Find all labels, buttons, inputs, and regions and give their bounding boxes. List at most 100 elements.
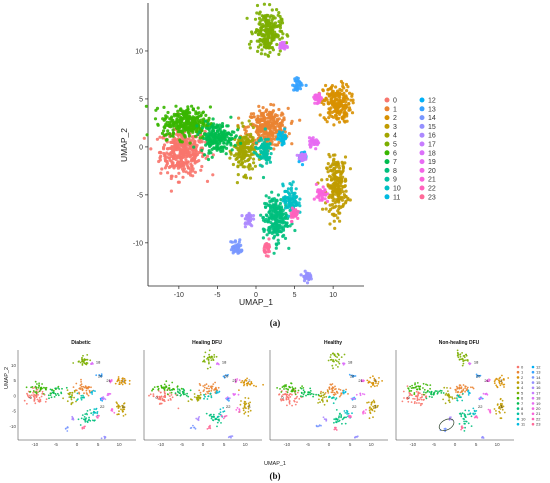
cluster-0-point: [171, 150, 175, 154]
cluster-13-point: [304, 83, 308, 87]
cluster-8-point: [268, 203, 272, 207]
cluster-2-point: [338, 102, 342, 106]
cluster-5-point: [245, 16, 249, 20]
cluster-19-point: [307, 136, 312, 140]
facet-point: [335, 417, 337, 420]
facet-point: [118, 413, 120, 416]
cluster-0-point: [158, 135, 162, 139]
facet-point: [57, 394, 60, 397]
cluster-14-point: [236, 242, 240, 247]
legend-label-19: 19: [428, 159, 436, 166]
cluster-6-point: [187, 122, 191, 126]
facet-point: [92, 389, 95, 392]
cluster-7-point: [207, 128, 211, 132]
facet-point: [285, 387, 288, 390]
cluster-8-point: [259, 213, 263, 217]
facet-point: [65, 386, 68, 389]
cluster-1-point: [282, 116, 286, 120]
legend-label-2: 2: [393, 115, 397, 122]
facet-point: [128, 383, 131, 385]
facet-point: [87, 394, 90, 397]
facet-x-tick-label: 5: [223, 442, 226, 447]
cluster-5-point: [257, 32, 262, 36]
facet-point: [246, 384, 249, 387]
facet-y-tick-label: 5: [13, 378, 16, 383]
facet-point: [465, 389, 468, 392]
cluster-7-point: [200, 148, 204, 152]
facet-point: [41, 387, 43, 390]
facet-point: [294, 403, 297, 406]
cluster-14-point: [233, 248, 237, 252]
facet-point: [83, 425, 85, 428]
facet-point: [356, 435, 359, 438]
cluster-6-point: [178, 140, 183, 144]
cluster-5-point: [257, 16, 262, 20]
facet-point: [117, 404, 120, 407]
cluster-1-point: [253, 138, 257, 142]
cluster-8-point: [261, 227, 265, 231]
facet-point: [315, 424, 318, 427]
facet-point: [184, 393, 186, 396]
cluster-4-point: [241, 165, 245, 169]
facet-point: [332, 359, 335, 361]
facet-point: [455, 391, 457, 393]
cluster-6-point: [197, 111, 201, 115]
facet-point: [70, 398, 73, 401]
cluster-label: 20: [224, 373, 229, 378]
cluster-5-point: [280, 21, 285, 25]
cluster-4-point: [243, 159, 247, 163]
legend-label-17: 17: [428, 142, 436, 149]
facet-point: [475, 415, 478, 418]
cluster-7-point: [229, 143, 233, 147]
legend-label-9: 9: [393, 177, 397, 184]
cluster-2-point: [339, 109, 343, 113]
facet-point: [312, 395, 314, 398]
facet-point: [77, 398, 79, 400]
facet-point: [240, 400, 242, 402]
facet-point: [38, 390, 41, 393]
facet-point: [117, 378, 120, 381]
facet-point: [464, 390, 466, 393]
facet-point: [95, 374, 98, 377]
facet-point: [294, 397, 296, 400]
cluster-4-points: [228, 119, 262, 185]
cluster-0-point: [186, 171, 191, 175]
cluster-2-point: [348, 91, 352, 95]
cluster-2-point: [341, 98, 346, 102]
cluster-0-point: [155, 137, 159, 141]
facet-point: [312, 393, 315, 396]
facet-title: Healthy: [324, 340, 342, 346]
facet-point: [249, 409, 252, 412]
cluster-1-point: [258, 109, 262, 113]
facet-point: [342, 389, 345, 392]
cluster-6-point: [182, 113, 186, 117]
facet-point: [447, 390, 449, 392]
facet-point: [496, 386, 499, 389]
facet-point: [420, 396, 423, 399]
facet-point: [80, 385, 83, 388]
cluster-10-point: [288, 200, 292, 204]
facet-point: [365, 408, 367, 411]
cluster-2-point: [347, 102, 351, 106]
facet-point: [286, 404, 288, 407]
facet-point: [458, 396, 461, 399]
cluster-3-point: [339, 172, 343, 176]
facet-point: [38, 382, 40, 385]
facet-point: [377, 382, 379, 385]
cluster-7-point: [215, 143, 219, 147]
facet-point: [85, 363, 88, 366]
legend-label-20: 20: [428, 168, 436, 175]
facet-point: [442, 398, 444, 401]
legend-key-13: [419, 106, 425, 112]
cluster-2-point: [321, 88, 325, 92]
facet-point: [224, 415, 227, 418]
facet-point: [378, 377, 380, 379]
cluster-5-point: [269, 36, 273, 40]
cluster-7-point: [224, 146, 229, 150]
facet-point: [176, 388, 179, 390]
facet-point: [73, 396, 75, 399]
facet-point: [234, 393, 236, 396]
cluster-5-point: [278, 29, 282, 33]
legend-b-key-11: [516, 422, 520, 426]
cluster-6-point: [179, 122, 183, 127]
